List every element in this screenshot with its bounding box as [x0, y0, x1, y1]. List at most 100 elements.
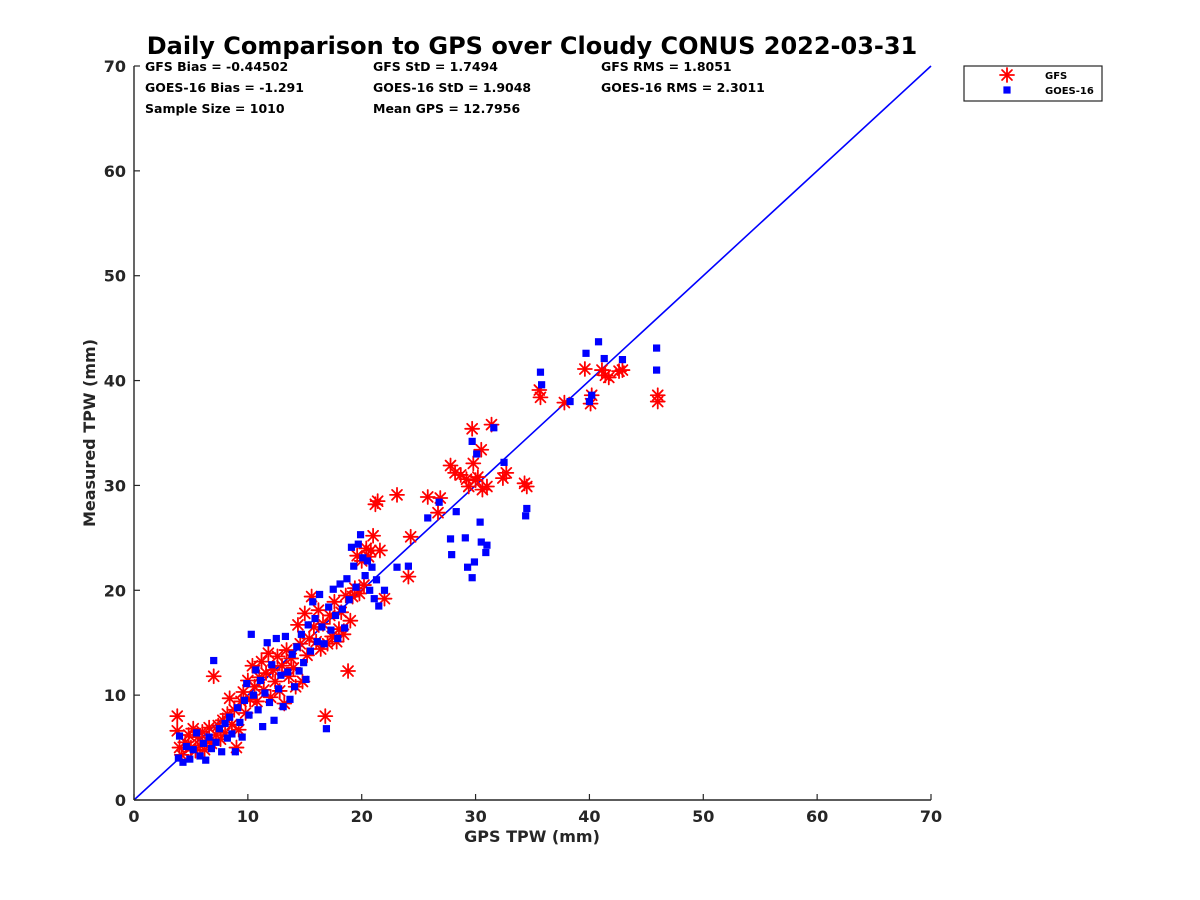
legend-marker-gfs	[999, 67, 1015, 83]
legend-label-gfs: GFS	[1045, 71, 1067, 82]
goes-16-point	[368, 563, 376, 571]
goes-16-point	[259, 723, 267, 731]
y-tick-label: 10	[104, 686, 126, 705]
goes-16-point	[228, 730, 236, 738]
goes-16-point	[189, 746, 197, 754]
legend-markers	[999, 67, 1015, 94]
y-axis-label: Measured TPW (mm)	[80, 339, 99, 527]
goes-16-point	[311, 614, 319, 623]
goes-16-point	[452, 508, 460, 516]
stat-mean-gps: Mean GPS = 12.7956	[373, 101, 520, 116]
legend-marker-goes-16	[1003, 86, 1011, 94]
goes-16-point	[274, 685, 283, 693]
goes-16-point	[366, 586, 374, 594]
goes-16-point	[334, 634, 342, 643]
stat-sample-size: Sample Size = 1010	[145, 101, 285, 116]
stat-goes-std: GOES-16 StD = 1.9048	[373, 80, 531, 95]
gfs-point	[342, 612, 359, 629]
goes-16-point	[277, 671, 285, 679]
y-tick-label: 0	[115, 791, 126, 810]
goes-16-point	[295, 667, 303, 675]
goes-16-point	[212, 738, 220, 746]
goes-16-point	[325, 603, 333, 611]
x-tick-label: 60	[806, 807, 828, 826]
gfs-point	[253, 653, 270, 670]
legend-label-goes16: GOES-16	[1045, 86, 1094, 97]
gfs-point	[465, 455, 482, 472]
goes-16-point	[343, 575, 351, 583]
goes-16-point	[304, 621, 312, 629]
goes-16-point	[236, 718, 244, 727]
gfs-point	[532, 389, 549, 406]
goes-16-point	[473, 450, 481, 458]
goes-16-point	[566, 397, 574, 406]
goes-16-point	[302, 675, 310, 684]
goes-16-point	[210, 656, 218, 665]
goes-16-point	[234, 704, 242, 712]
goes-16-point	[254, 706, 262, 714]
goes-16-point	[249, 691, 258, 699]
gfs-point	[458, 471, 475, 488]
gfs-point	[473, 441, 490, 458]
goes-16-point	[482, 548, 490, 557]
goes-16-point	[345, 596, 353, 604]
goes-16-point	[476, 518, 484, 526]
goes-16-point	[585, 397, 594, 406]
gfs-point	[576, 361, 593, 377]
goes-16-point	[361, 572, 369, 580]
goes-16-point	[270, 716, 278, 724]
gfs-point	[649, 387, 666, 404]
goes-16-point	[393, 563, 401, 571]
goes-16-point	[336, 580, 344, 588]
gfs-point	[400, 568, 417, 585]
stat-goes-bias: GOES-16 Bias = -1.291	[145, 80, 304, 95]
goes-16-point	[536, 368, 545, 376]
gfs-point	[469, 469, 486, 485]
plot-area	[133, 65, 932, 801]
goes-16-point	[300, 659, 308, 667]
goes-16-point	[653, 344, 661, 352]
goes-16-point	[243, 680, 251, 688]
stat-gfs-bias: GFS Bias = -0.44502	[145, 59, 288, 74]
goes-16-point	[252, 666, 260, 674]
y-tick-label: 60	[104, 162, 126, 181]
gfs-point	[372, 542, 388, 559]
goes-16-point	[309, 598, 317, 606]
goes-16-point	[286, 695, 294, 703]
gfs-point	[369, 493, 386, 510]
goes-16-point	[315, 590, 324, 599]
goes-16-point	[297, 630, 305, 638]
x-tick-label: 30	[464, 807, 486, 826]
goes-16-point	[618, 356, 627, 364]
goes-16-point	[356, 531, 365, 539]
goes-16-point	[261, 689, 269, 697]
goes-16-point	[338, 605, 346, 613]
stat-gfs-std: GFS StD = 1.7494	[373, 59, 498, 74]
gfs-point	[479, 478, 495, 495]
goes-16-point	[272, 634, 280, 643]
goes-16-point	[327, 626, 335, 634]
ticks-layer: 0 10 20 30 40 50 60 70 0 10 20 30 40 50 60 70	[104, 57, 942, 826]
gfs-point	[169, 708, 186, 725]
y-tick-label: 50	[104, 267, 126, 286]
goes-16-point	[240, 696, 249, 704]
goes-16-point	[284, 668, 292, 676]
stats-block: GFS Bias = -0.44502 GFS StD = 1.7494 GFS…	[145, 59, 765, 116]
goes-16-point	[468, 437, 476, 445]
goes-16-point	[341, 624, 349, 632]
goes-16-point	[600, 354, 608, 363]
goes-16-point	[359, 554, 367, 562]
gfs-point	[310, 602, 327, 619]
y-tick-label: 30	[104, 476, 126, 495]
goes-16-point	[196, 752, 204, 760]
chart-title: Daily Comparison to GPS over Cloudy CONU…	[147, 32, 918, 60]
goes-16-point	[653, 366, 661, 374]
gfs-point	[402, 528, 419, 545]
goes-16-point	[448, 551, 456, 559]
goes-16-point	[331, 611, 340, 620]
goes-16-point	[247, 630, 255, 638]
goes-16-point	[500, 458, 508, 466]
goes-16-point	[375, 602, 383, 610]
goes-16-point	[279, 703, 287, 711]
